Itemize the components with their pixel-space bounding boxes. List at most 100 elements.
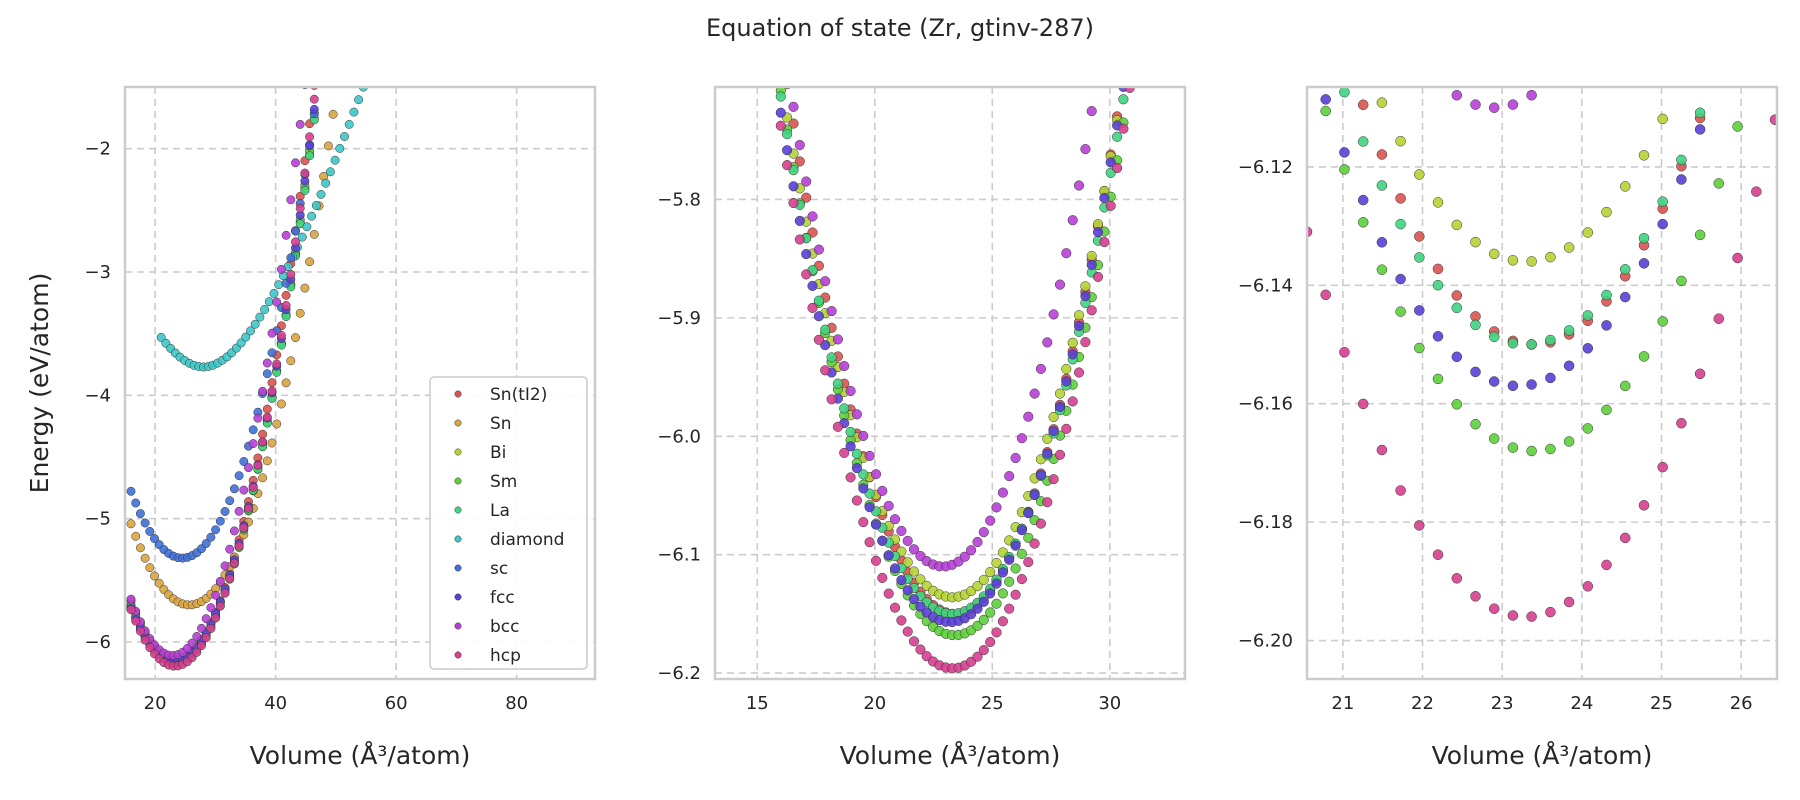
point-hcp — [1414, 520, 1425, 531]
point-hcp — [305, 132, 315, 142]
point-sm — [315, 72, 323, 80]
point-sn-ti2- — [258, 429, 268, 439]
panel-3: 21 22 23 24 25 26 −6.20 −6.18 −6.16 −6.14 −6.12 — [1238, 75, 1779, 714]
point-sn — [992, 74, 1002, 84]
legend: Sn(tI2) Sn Bi Sm La diamond sc fcc bcc hcp — [429, 376, 588, 670]
point-bcc — [826, 306, 837, 317]
point-bcc — [211, 590, 221, 600]
legend-label: bcc — [490, 617, 519, 637]
legend-label: sc — [490, 559, 508, 579]
point-diamond — [311, 201, 321, 210]
point-fcc — [1414, 305, 1425, 316]
point-la — [1526, 339, 1537, 350]
point-fcc — [915, 601, 926, 612]
point-bcc — [896, 525, 907, 536]
point-hcp — [1713, 313, 1725, 324]
point-sc — [315, 77, 323, 85]
point-diamond — [255, 312, 265, 322]
point-bcc — [820, 276, 831, 287]
point-hcp — [206, 624, 216, 633]
point-bi — [902, 557, 913, 568]
point-bi — [1061, 363, 1072, 374]
point-la — [1451, 302, 1463, 314]
point-bcc — [1016, 433, 1027, 444]
point-fcc — [1470, 366, 1481, 378]
point-sc — [145, 526, 155, 536]
point-fcc — [1073, 320, 1085, 332]
point-diamond — [321, 178, 331, 188]
point-bi — [1395, 135, 1406, 147]
point-hcp — [775, 120, 786, 131]
point-hcp — [1004, 603, 1015, 614]
point-hcp — [1563, 596, 1575, 608]
point-diamond — [250, 319, 260, 329]
point-hcp — [972, 651, 983, 662]
y-tick-label: −3 — [84, 262, 111, 283]
legend-label: fcc — [490, 588, 515, 608]
point-hcp — [1048, 474, 1059, 485]
point-sm — [1357, 217, 1369, 228]
point-bcc — [1507, 99, 1519, 110]
point-sm — [1657, 316, 1668, 327]
point-hcp — [870, 555, 882, 566]
point-bi — [1080, 281, 1091, 292]
point-fcc — [813, 311, 824, 322]
point-la — [1488, 331, 1500, 343]
point-sn — [126, 519, 136, 529]
point-bcc — [985, 515, 996, 526]
x-tick-label: 23 — [1491, 693, 1514, 714]
point-bcc — [813, 244, 824, 255]
point-bcc — [794, 139, 805, 151]
point-sm — [1488, 433, 1500, 444]
point-hcp — [248, 483, 258, 492]
point-hcp — [1339, 346, 1350, 358]
point-hcp — [201, 633, 211, 643]
point-sn — [1011, 76, 1021, 86]
y-tick-label: −6.1 — [657, 545, 701, 566]
point-fcc — [1092, 227, 1104, 238]
point-bcc — [248, 439, 258, 449]
panel-frame — [123, 85, 597, 681]
point-hcp — [1451, 573, 1463, 584]
point-sc — [239, 457, 249, 466]
point-fcc — [908, 594, 920, 605]
point-hcp — [820, 365, 831, 376]
point-bcc — [197, 623, 206, 633]
point-sc — [229, 484, 239, 494]
point-hcp — [1105, 200, 1116, 211]
point-la — [305, 151, 315, 161]
legend-marker — [454, 593, 462, 601]
point-hcp — [985, 636, 996, 648]
point-hcp — [1061, 423, 1072, 434]
point-hcp — [794, 234, 805, 245]
point-sm — [1545, 443, 1556, 455]
point-hcp — [896, 615, 907, 626]
point-sn — [131, 531, 141, 541]
point-la — [1582, 310, 1594, 321]
point-fcc — [858, 483, 869, 494]
legend-label: hcp — [490, 646, 521, 666]
point-hcp — [1526, 611, 1537, 622]
point-fcc — [1004, 554, 1015, 565]
point-hcp — [1432, 549, 1444, 560]
y-tick-label: −4 — [84, 385, 111, 406]
point-sn — [262, 456, 272, 466]
point-hcp — [1376, 444, 1388, 456]
y-tick-label: −5 — [84, 509, 111, 530]
point-sm — [1676, 275, 1687, 287]
point-bcc — [1545, 75, 1555, 85]
point-bcc — [1073, 180, 1085, 191]
point-la — [1638, 232, 1650, 244]
point-bcc — [291, 158, 300, 168]
point-fcc — [1601, 320, 1612, 331]
point-fcc — [1054, 401, 1066, 412]
point-sm — [1601, 404, 1612, 416]
point-sn-ti2- — [1395, 193, 1406, 204]
point-bcc — [1067, 215, 1078, 226]
point-bi — [1526, 256, 1537, 267]
point-bcc — [801, 176, 812, 187]
point-sc — [215, 516, 225, 526]
point-hcp — [1016, 574, 1027, 585]
point-diamond — [316, 189, 326, 199]
